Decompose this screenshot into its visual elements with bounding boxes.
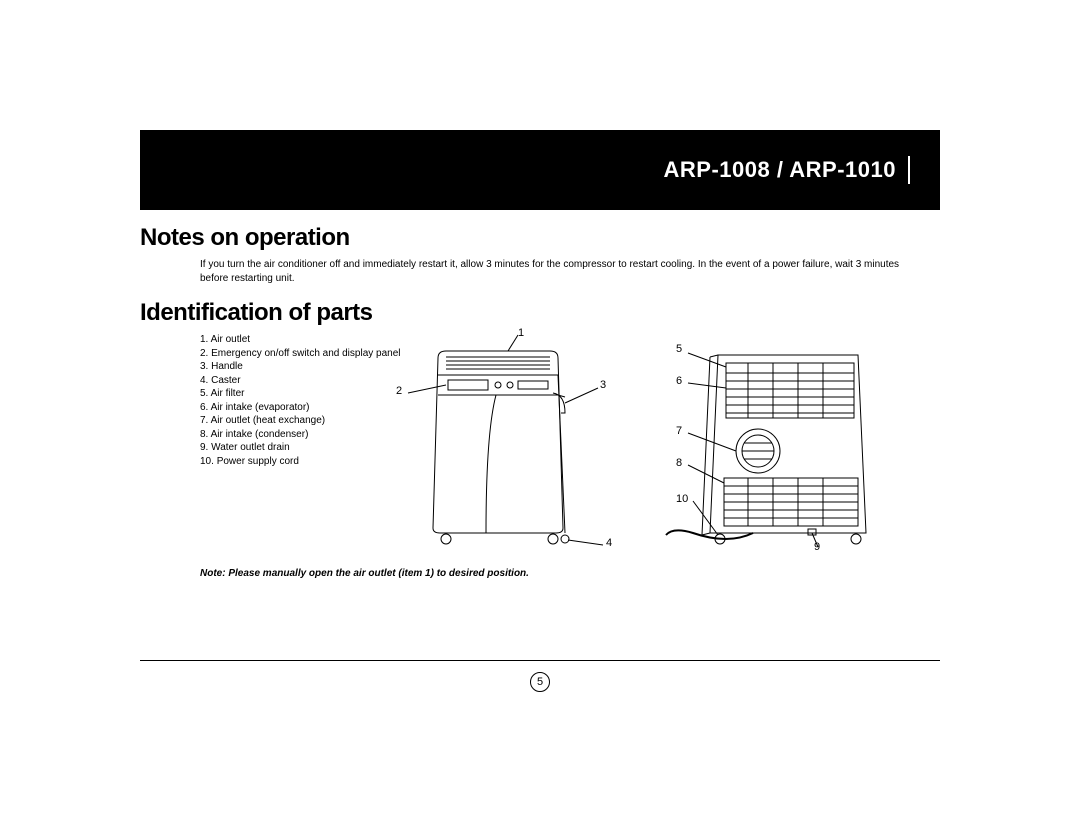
parts-heading: Identification of parts [140, 299, 940, 327]
list-item: 2. Emergency on/off switch and display p… [200, 347, 360, 361]
callout-3: 3 [600, 379, 606, 391]
list-item: 9. Water outlet drain [200, 441, 360, 455]
parts-section: 1. Air outlet 2. Emergency on/off switch… [140, 333, 940, 548]
rear-diagram: 5 6 7 8 9 10 [658, 333, 940, 548]
callout-4: 4 [606, 537, 612, 549]
header-band: ARP-1008 / ARP-1010 [140, 130, 940, 210]
callout-6: 6 [676, 375, 682, 387]
divider [140, 660, 940, 661]
list-item: 8. Air intake (condenser) [200, 428, 360, 442]
callout-8: 8 [676, 457, 682, 469]
notes-body: If you turn the air conditioner off and … [140, 258, 940, 285]
notes-heading: Notes on operation [140, 224, 940, 252]
parts-list: 1. Air outlet 2. Emergency on/off switch… [140, 333, 360, 548]
front-diagram: 1 2 3 4 [368, 333, 650, 548]
page-number-wrap: 5 [0, 672, 1080, 692]
list-item: 1. Air outlet [200, 333, 360, 347]
list-item: 4. Caster [200, 374, 360, 388]
manual-note: Note: Please manually open the air outle… [140, 568, 940, 579]
callout-10: 10 [676, 493, 688, 505]
list-item: 3. Handle [200, 360, 360, 374]
list-item: 10. Power supply cord [200, 455, 360, 469]
list-item: 6. Air intake (evaporator) [200, 401, 360, 415]
model-title: ARP-1008 / ARP-1010 [664, 156, 910, 184]
callout-9: 9 [814, 541, 820, 553]
callout-2: 2 [396, 385, 402, 397]
list-item: 7. Air outlet (heat exchange) [200, 414, 360, 428]
page-number: 5 [530, 672, 550, 692]
callout-7: 7 [676, 425, 682, 437]
callout-1: 1 [518, 327, 524, 339]
list-item: 5. Air filter [200, 387, 360, 401]
callout-5: 5 [676, 343, 682, 355]
